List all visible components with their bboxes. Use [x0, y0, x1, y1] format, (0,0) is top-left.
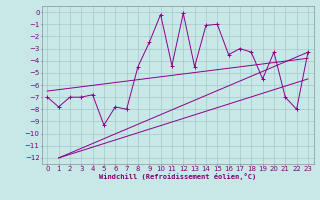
X-axis label: Windchill (Refroidissement éolien,°C): Windchill (Refroidissement éolien,°C) — [99, 173, 256, 180]
